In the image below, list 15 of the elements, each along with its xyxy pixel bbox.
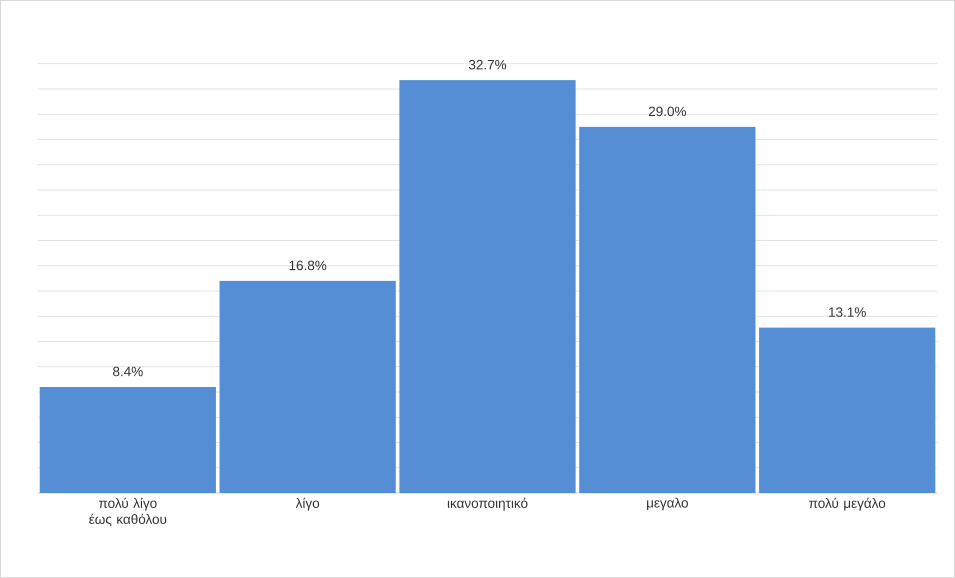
bar	[40, 386, 216, 494]
data-label: 13.1%	[829, 307, 866, 317]
data-label: 8.4%	[113, 366, 143, 376]
data-label: 16.8%	[290, 260, 326, 270]
data-label: 32.7%	[468, 60, 506, 70]
x-tick-label: πολύ μεγάλο	[809, 498, 886, 511]
x-tick-label: ικανοποιητικό	[448, 498, 528, 511]
data-label: 29.0%	[648, 106, 686, 116]
bar	[220, 280, 396, 494]
x-tick-label: πολύ λίγο έως καθόλου	[89, 498, 166, 526]
bar	[759, 328, 936, 494]
x-tick-label: μεγαλο	[647, 498, 688, 510]
bar	[399, 80, 576, 494]
x-tick-label: λίγο	[296, 498, 320, 511]
bar	[579, 126, 756, 494]
